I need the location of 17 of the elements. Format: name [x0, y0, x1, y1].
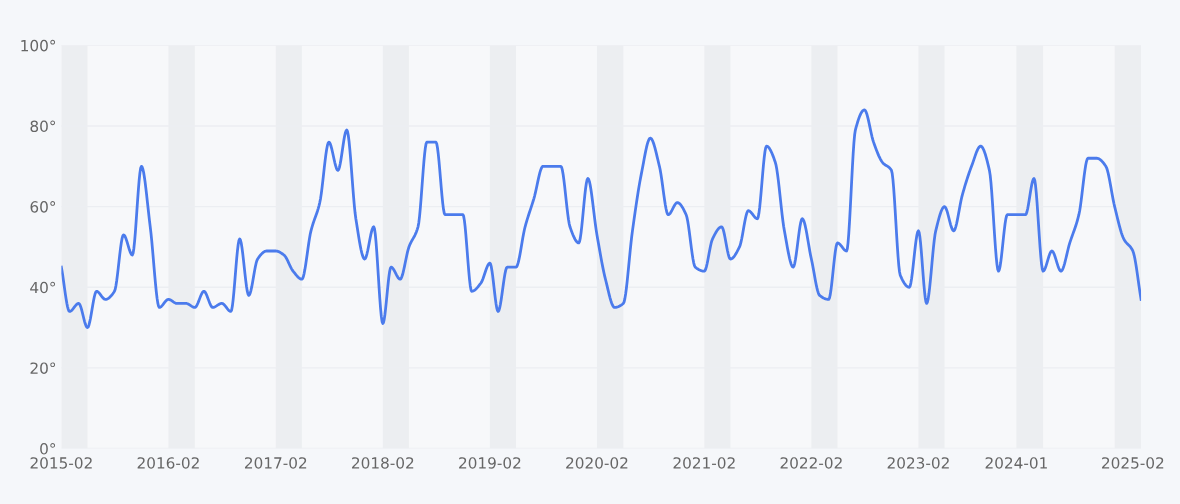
x-tick-label: 2024-01 — [985, 457, 1047, 469]
x-tick-label: 2022-02 — [780, 457, 842, 469]
x-tick-label: 2021-02 — [673, 457, 735, 469]
y-tick-label: 0° — [40, 443, 56, 455]
x-tick-label: 2023-02 — [887, 457, 949, 469]
x-tick-label: 2017-02 — [244, 457, 307, 469]
x-tick-label: 2020-02 — [566, 457, 628, 469]
y-tick-label: 100° — [21, 39, 56, 52]
x-tick-label: 2016-02 — [137, 457, 199, 469]
x-tick-label: 2018-02 — [352, 457, 414, 469]
y-tick-label: 80° — [30, 120, 56, 133]
y-tick-label: 40° — [30, 281, 56, 294]
y-tick-label: 60° — [30, 201, 56, 213]
x-tick-label: 2015-02 — [30, 457, 92, 469]
x-tick-label: 2019-02 — [459, 457, 521, 469]
y-tick-label: 20° — [30, 362, 56, 374]
x-tick-label: 2025-02 — [1102, 457, 1164, 469]
